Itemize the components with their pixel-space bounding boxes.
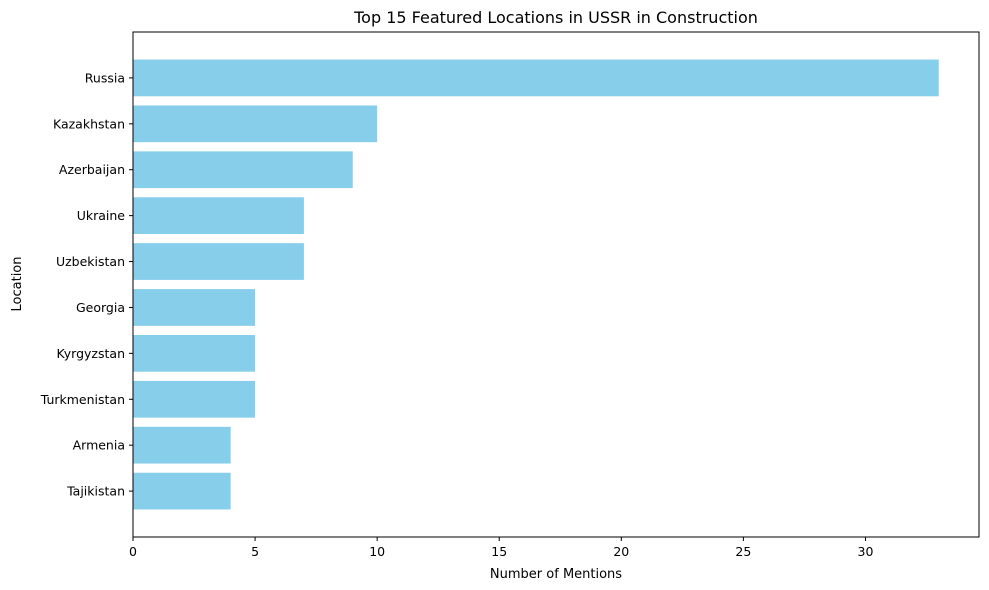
bars-group [133, 59, 939, 510]
bar-ukraine [133, 197, 304, 234]
y-tick-label: Azerbaijan [59, 162, 125, 177]
y-tick-label: Armenia [73, 438, 125, 453]
bar-kyrgyzstan [133, 335, 256, 372]
plot-frame [132, 31, 980, 538]
x-axis-ticks: 0 5 10 15 20 25 30 [129, 537, 873, 559]
y-tick-label: Russia [85, 70, 125, 85]
chart-title: Top 15 Featured Locations in USSR in Con… [353, 8, 758, 27]
y-tick-label: Kazakhstan [53, 116, 125, 131]
y-tick-label: Kyrgyzstan [57, 346, 126, 361]
bar-kazakhstan [133, 105, 378, 143]
bar-turkmenistan [133, 380, 256, 418]
x-tick-label: 15 [491, 544, 507, 559]
x-axis-label: Number of Mentions [490, 567, 622, 582]
bar-uzbekistan [133, 243, 304, 280]
y-tick-label: Uzbekistan [56, 254, 125, 269]
x-tick-label: 5 [251, 544, 259, 559]
x-tick-label: 10 [369, 544, 385, 559]
y-tick-label: Ukraine [77, 208, 126, 223]
x-tick-label: 25 [735, 544, 751, 559]
bar-azerbaijan [133, 151, 353, 189]
x-tick-label: 30 [858, 544, 874, 559]
y-axis-ticks: Russia Kazakhstan Azerbaijan Ukraine Uzbekis… [40, 70, 133, 499]
y-axis-label: Location [10, 257, 25, 312]
y-tick-label: Tajikistan [66, 484, 125, 499]
x-tick-label: 20 [613, 544, 629, 559]
bar-armenia [133, 426, 231, 464]
y-tick-label: Georgia [76, 300, 125, 315]
bar-georgia [133, 289, 256, 326]
bar-russia [133, 59, 939, 97]
bar-tajikistan [133, 472, 231, 510]
y-tick-label: Turkmenistan [40, 392, 125, 407]
x-tick-label: 0 [129, 544, 137, 559]
